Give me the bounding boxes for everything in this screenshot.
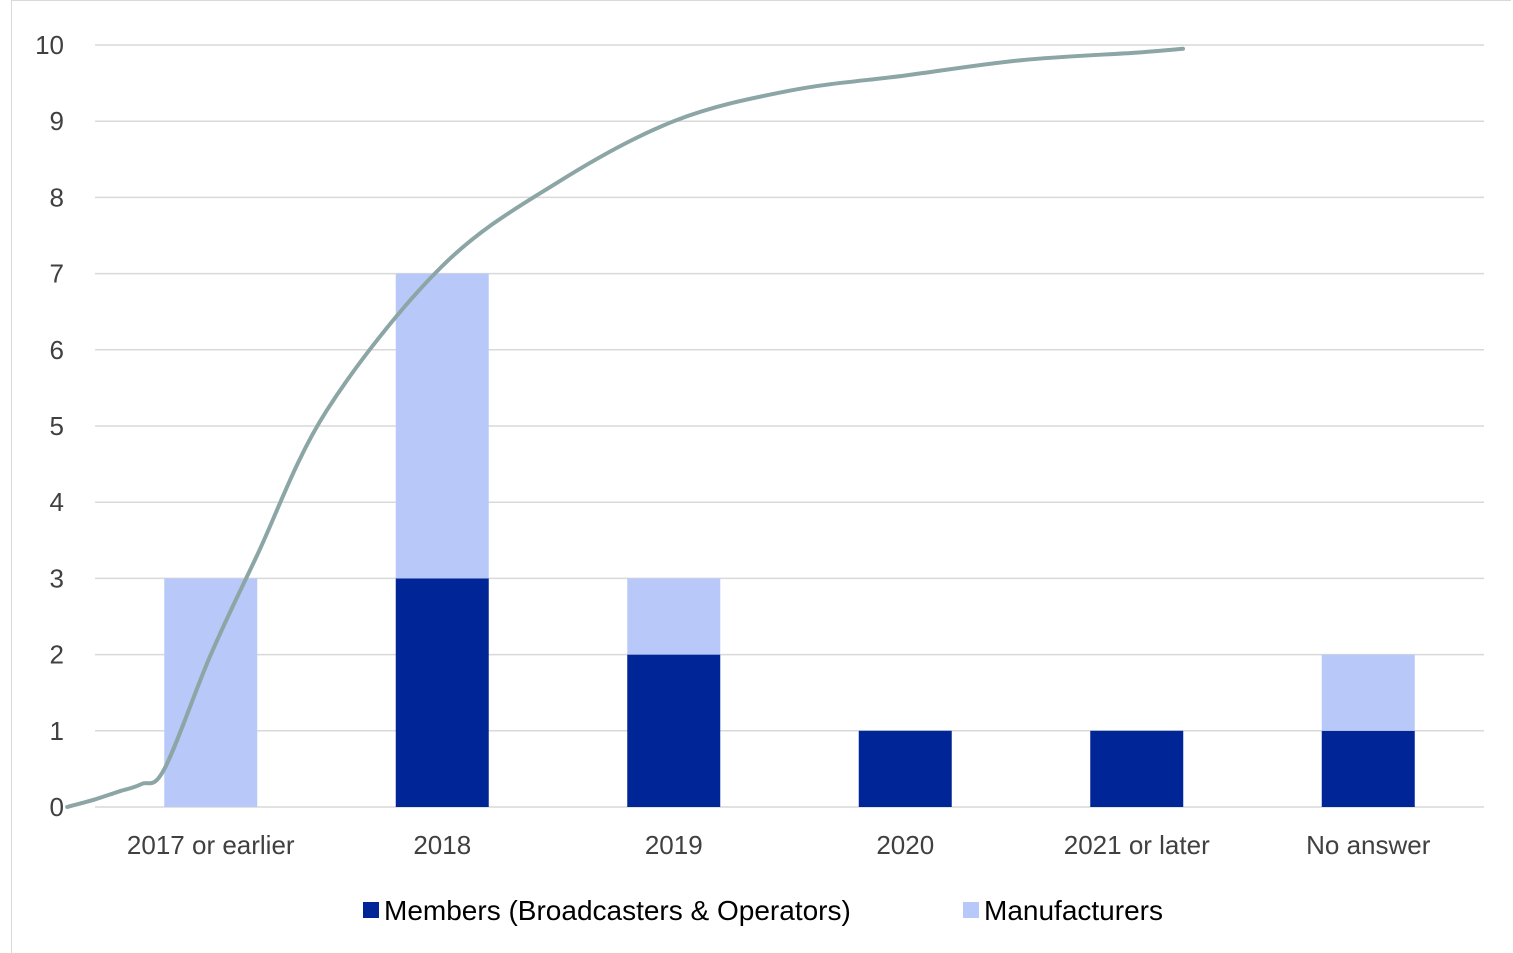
y-tick-label: 0: [50, 792, 64, 822]
bar-segment-members: [395, 578, 489, 807]
bar-segment-manufacturers: [1321, 654, 1415, 731]
y-tick-label: 8: [50, 182, 64, 212]
legend-label-members: Members (Broadcasters & Operators): [384, 895, 851, 926]
bar-segment-manufacturers: [164, 578, 258, 807]
bar-segment-members: [1321, 730, 1415, 807]
y-tick-label: 5: [50, 411, 64, 441]
y-tick-label: 3: [50, 563, 64, 593]
x-tick-label: 2021 or later: [1064, 830, 1210, 860]
bar-segment-members: [1090, 730, 1184, 807]
y-tick-label: 10: [35, 30, 64, 60]
bar-segment-members: [858, 730, 952, 807]
bar-segment-manufacturers: [627, 578, 721, 655]
x-tick-label: 2020: [876, 830, 934, 860]
y-tick-label: 7: [50, 259, 64, 289]
legend-label-manufacturers: Manufacturers: [984, 895, 1163, 926]
x-tick-label: 2019: [645, 830, 703, 860]
legend-swatch-manufacturers: [963, 902, 979, 918]
legend-swatch-members: [363, 902, 379, 918]
y-tick-label: 4: [50, 487, 64, 517]
bar-segment-members: [627, 654, 721, 807]
y-tick-label: 9: [50, 106, 64, 136]
bar-segment-manufacturers: [395, 273, 489, 579]
y-tick-label: 6: [50, 335, 64, 365]
x-tick-label: 2017 or earlier: [127, 830, 295, 860]
x-tick-label: No answer: [1306, 830, 1431, 860]
y-tick-label: 1: [50, 716, 64, 746]
x-tick-label: 2018: [413, 830, 471, 860]
y-tick-label: 2: [50, 640, 64, 670]
trend-line: [65, 46, 1185, 809]
chart-frame: [11, 0, 1511, 953]
